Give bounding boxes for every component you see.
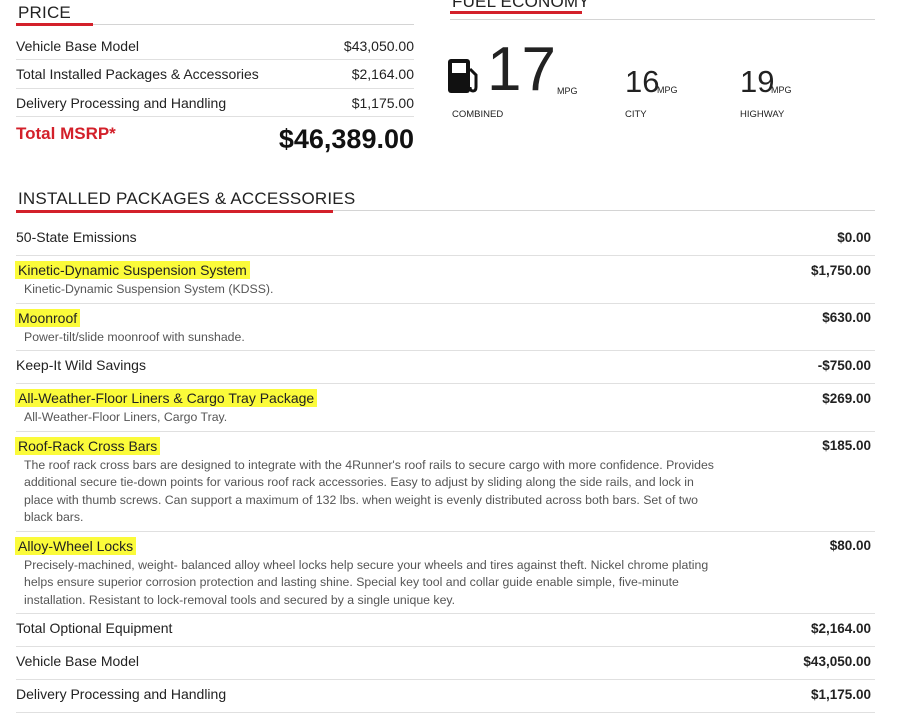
- mpg-value: 16: [625, 64, 660, 99]
- row-value: $43,050.00: [343, 37, 414, 54]
- package-item: Keep-It Wild Savings -$750.00: [16, 351, 875, 384]
- mpg-unit: MPG: [557, 86, 578, 96]
- package-item: Kinetic-Dynamic Suspension System $1,750.…: [15, 256, 875, 304]
- item-name: All-Weather-Floor Liners & Cargo Tray Pa…: [15, 389, 318, 407]
- package-item: Delivery Processing and Handling $1,175.0…: [16, 680, 875, 713]
- price-row: Delivery Processing and Handling $1,175.0…: [16, 89, 414, 117]
- package-item: Moonroof $630.00 Power-tilt/slide moonroof…: [15, 304, 875, 351]
- fuel-title: FUEL ECONOMY: [452, 0, 590, 11]
- item-name: Moonroof: [15, 308, 81, 327]
- package-item: Total Optional Equipment $2,164.00: [16, 614, 875, 647]
- item-header: Alloy-Wheel Locks $80.00: [15, 532, 875, 560]
- item-name: Keep-It Wild Savings: [16, 357, 146, 373]
- item-name-text: All-Weather-Floor Liners & Cargo Tray Pa…: [15, 389, 318, 407]
- item-header: All-Weather-Floor Liners & Cargo Tray Pa…: [15, 384, 875, 412]
- item-header: Total Optional Equipment $2,164.00: [16, 614, 875, 642]
- mpg-label: HIGHWAY: [740, 109, 785, 120]
- item-name: Roof-Rack Cross Bars: [15, 436, 161, 455]
- item-name: Kinetic-Dynamic Suspension System: [15, 261, 250, 279]
- item-name-text: Roof-Rack Cross Bars: [15, 436, 161, 455]
- item-name-text: Total Optional Equipment: [16, 620, 173, 636]
- item-header: Kinetic-Dynamic Suspension System $1,750.…: [15, 256, 875, 284]
- item-description: Power-tilt/slide moonroof with sunshade.: [24, 329, 245, 344]
- item-description: Precisely-machined, weight- balanced all…: [24, 557, 709, 607]
- item-description: Kinetic-Dynamic Suspension System (KDSS)…: [24, 282, 274, 296]
- title-underline: [16, 210, 333, 213]
- item-name: Total Optional Equipment: [16, 620, 172, 636]
- price-row: Vehicle Base Model $43,050.00: [16, 32, 414, 60]
- row-value: $1,175.00: [351, 94, 414, 111]
- item-name: Alloy-Wheel Locks: [15, 536, 137, 555]
- item-name-text: Kinetic-Dynamic Suspension System: [15, 261, 250, 279]
- package-item: 50-State Emissions $0.00: [16, 223, 875, 256]
- item-name-text: Moonroof: [15, 308, 81, 327]
- item-header: 50-State Emissions $0.00: [16, 223, 875, 251]
- item-price: $1,750.00: [810, 262, 871, 278]
- item-description: All-Weather-Floor Liners, Cargo Tray.: [24, 410, 228, 424]
- item-name-text: 50-State Emissions: [16, 229, 137, 245]
- item-name-text: Vehicle Base Model: [16, 653, 139, 669]
- item-header: Delivery Processing and Handling $1,175.0…: [16, 680, 875, 708]
- item-header: Keep-It Wild Savings -$750.00: [16, 351, 875, 379]
- package-item: Alloy-Wheel Locks $80.00 Precisely-machine…: [15, 532, 875, 614]
- mpg-value: 19: [740, 64, 775, 99]
- item-header: Moonroof $630.00: [15, 304, 875, 332]
- title-underline: [450, 11, 582, 14]
- divider: [16, 210, 875, 211]
- item-price: -$750.00: [817, 357, 871, 373]
- item-name-text: Delivery Processing and Handling: [16, 686, 227, 702]
- item-name: 50-State Emissions: [16, 229, 137, 245]
- row-label: Vehicle Base Model: [16, 37, 139, 54]
- item-price: $269.00: [822, 390, 871, 406]
- item-price: $43,050.00: [803, 653, 871, 669]
- mpg-label: CITY: [625, 109, 647, 120]
- packages-title: INSTALLED PACKAGES & ACCESSORIES: [18, 189, 356, 208]
- row-label: Delivery Processing and Handling: [16, 94, 227, 111]
- package-item: All-Weather-Floor Liners & Cargo Tray Pa…: [15, 384, 875, 432]
- row-label: Total Installed Packages & Accessories: [16, 66, 259, 82]
- item-name: Vehicle Base Model: [16, 653, 139, 669]
- item-price: $1,175.00: [810, 686, 871, 702]
- item-name: Delivery Processing and Handling: [16, 686, 226, 702]
- fuel-pump-icon: [448, 59, 478, 93]
- item-name-text: Alloy-Wheel Locks: [15, 536, 137, 555]
- total-value: $46,389.00: [278, 124, 414, 154]
- row-value: $2,164.00: [351, 66, 414, 82]
- price-row: Total Installed Packages & Accessories $2…: [16, 61, 414, 89]
- price-title: PRICE: [18, 3, 71, 22]
- divider: [450, 19, 875, 20]
- item-name-text: Keep-It Wild Savings: [16, 357, 146, 373]
- mpg-value: 17: [487, 35, 556, 104]
- package-item: Vehicle Base Model $43,050.00: [16, 647, 875, 680]
- packages-list: 50-State Emissions $0.00 Kinetic-Dynamic S…: [15, 223, 875, 713]
- item-header: Roof-Rack Cross Bars $185.00: [15, 432, 875, 460]
- item-price: $630.00: [822, 310, 871, 325]
- title-underline: [16, 23, 93, 26]
- mpg-label: COMBINED: [452, 109, 504, 120]
- mpg-unit: MPG: [771, 85, 792, 95]
- item-description: The roof rack cross bars are designed to…: [24, 457, 714, 525]
- item-price: $0.00: [837, 229, 871, 245]
- mpg-unit: MPG: [657, 85, 678, 95]
- item-header: Vehicle Base Model $43,050.00: [16, 647, 875, 675]
- item-price: $185.00: [822, 438, 871, 453]
- divider: [16, 24, 414, 25]
- total-label: Total MSRP*: [16, 124, 116, 143]
- item-price: $80.00: [829, 538, 871, 553]
- package-item: Roof-Rack Cross Bars $185.00 The roof rack…: [15, 432, 875, 532]
- item-price: $2,164.00: [810, 620, 871, 636]
